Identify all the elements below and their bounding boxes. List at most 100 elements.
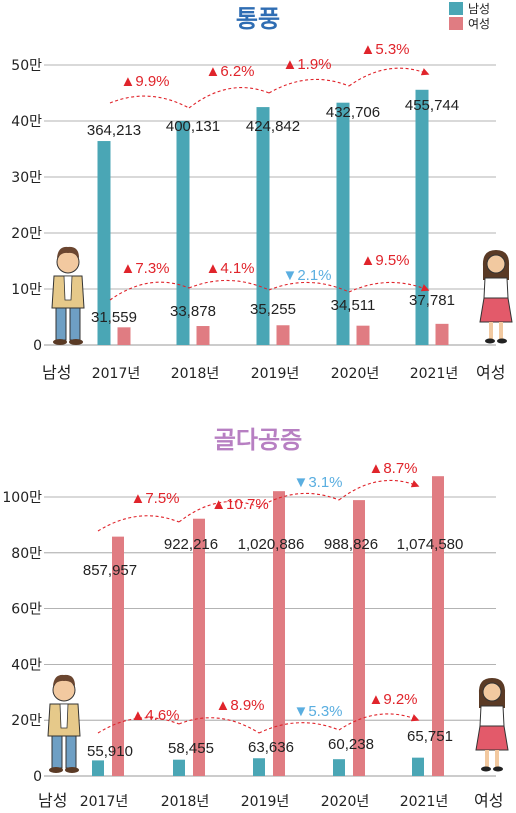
change-label: ▲7.3% <box>120 260 169 277</box>
change-label: ▲9.5% <box>360 252 409 269</box>
x-tick-label: 2019년 <box>241 794 290 810</box>
change-label: ▲5.3% <box>360 41 409 58</box>
data-label-female: 37,781 <box>409 292 455 309</box>
trend-curve <box>178 501 260 523</box>
bar-female <box>273 491 285 776</box>
data-label-male: 364,213 <box>87 122 141 139</box>
data-label-female: 34,511 <box>331 297 376 314</box>
bar-female <box>112 536 124 776</box>
legend: 남성 여성 <box>449 2 490 31</box>
data-label-female: 33,878 <box>170 303 216 320</box>
bar-male <box>97 141 111 345</box>
trend-curve <box>268 281 350 293</box>
data-label-male: 58,455 <box>168 740 214 757</box>
male-side-label: 남성 <box>42 363 71 382</box>
bar-male <box>256 107 270 346</box>
bar-female <box>196 326 210 345</box>
y-tick-label: 30만 <box>11 170 42 186</box>
bar-female <box>435 323 449 345</box>
bar-male <box>176 120 190 346</box>
legend-label-male: 남성 <box>468 2 490 16</box>
x-tick-label: 2020년 <box>331 366 380 382</box>
y-tick-label: 80만 <box>11 546 42 562</box>
data-label-female: 31,559 <box>91 309 137 326</box>
x-tick-label: 2018년 <box>161 794 210 810</box>
y-tick-label: 40만 <box>11 657 42 673</box>
bar-male <box>253 758 265 776</box>
change-label: ▲7.5% <box>130 490 179 507</box>
y-tick-label: 20만 <box>11 713 42 729</box>
bar-male <box>173 759 185 776</box>
trend-curve <box>338 479 420 501</box>
data-label-female: 857,957 <box>83 562 137 579</box>
trend-curve <box>258 492 340 508</box>
data-label-male: 63,636 <box>248 739 294 756</box>
y-tick-label: 20만 <box>11 226 42 242</box>
x-tick-label: 2019년 <box>251 366 300 382</box>
male-side-label-2: 남성 <box>38 791 67 810</box>
woman-figure-icon-2 <box>475 678 509 772</box>
trend-curve <box>109 95 190 109</box>
data-label-male: 65,751 <box>407 728 453 745</box>
x-tick-label: 2021년 <box>400 794 449 810</box>
data-label-female: 35,255 <box>250 301 296 318</box>
change-label: ▼2.1% <box>282 267 331 284</box>
bar-male <box>412 757 424 776</box>
data-label-male: 424,842 <box>246 118 300 135</box>
y-tick-label: 0 <box>33 769 42 785</box>
man-figure-icon <box>51 246 85 345</box>
trend-curve <box>348 67 430 87</box>
x-tick-label: 2017년 <box>92 366 141 382</box>
trend-curve <box>178 717 260 734</box>
x-tick-label: 2018년 <box>171 366 220 382</box>
bar-male <box>333 759 345 776</box>
y-tick-label: 100만 <box>2 490 42 506</box>
change-label: ▲8.7% <box>368 460 417 477</box>
change-label: ▲1.9% <box>282 56 331 73</box>
change-label: ▼5.3% <box>293 703 342 720</box>
change-label: ▼3.1% <box>293 474 342 491</box>
change-label: ▲9.9% <box>120 73 169 90</box>
x-tick-label: 2020년 <box>321 794 370 810</box>
trend-curve <box>188 87 270 109</box>
data-label-male: 55,910 <box>87 743 133 760</box>
y-tick-label: 10만 <box>11 282 42 298</box>
bar-male <box>336 102 350 346</box>
change-label: ▲4.6% <box>130 707 179 724</box>
bar-female <box>193 518 205 776</box>
female-side-label: 여성 <box>476 363 505 382</box>
trend-curve <box>268 78 350 94</box>
y-tick-label: 60만 <box>11 602 42 618</box>
change-label: ▲4.1% <box>205 260 254 277</box>
data-label-male: 60,238 <box>328 736 374 753</box>
data-label-female: 988,826 <box>324 536 378 553</box>
change-label: ▲9.2% <box>368 691 417 708</box>
x-tick-label: 2021년 <box>410 366 459 382</box>
woman-figure-icon <box>479 250 513 344</box>
data-label-female: 1,074,580 <box>397 536 464 553</box>
y-tick-label: 50만 <box>11 58 42 74</box>
bar-female <box>276 325 290 345</box>
data-label-male: 400,131 <box>166 118 220 135</box>
legend-swatch-female <box>449 17 463 30</box>
chart-title: 골다공증 <box>214 426 302 454</box>
bar-female <box>432 476 444 776</box>
x-tick-label: 2017년 <box>80 794 129 810</box>
bar-female <box>117 327 131 345</box>
legend-label-female: 여성 <box>468 17 490 31</box>
trend-curve <box>258 722 340 734</box>
change-label: ▲10.7% <box>211 496 268 513</box>
y-tick-label: 0 <box>33 338 42 354</box>
change-label: ▲8.9% <box>215 697 264 714</box>
chart-title: 통풍 <box>236 5 280 33</box>
bar-female <box>353 500 365 776</box>
legend-swatch-male <box>449 2 463 15</box>
trend-curve <box>188 279 270 291</box>
trend-curve <box>97 515 180 532</box>
data-label-male: 432,706 <box>326 104 380 121</box>
trend-curve <box>348 281 430 293</box>
bar-female <box>356 325 370 345</box>
y-tick-label: 40만 <box>11 114 42 130</box>
